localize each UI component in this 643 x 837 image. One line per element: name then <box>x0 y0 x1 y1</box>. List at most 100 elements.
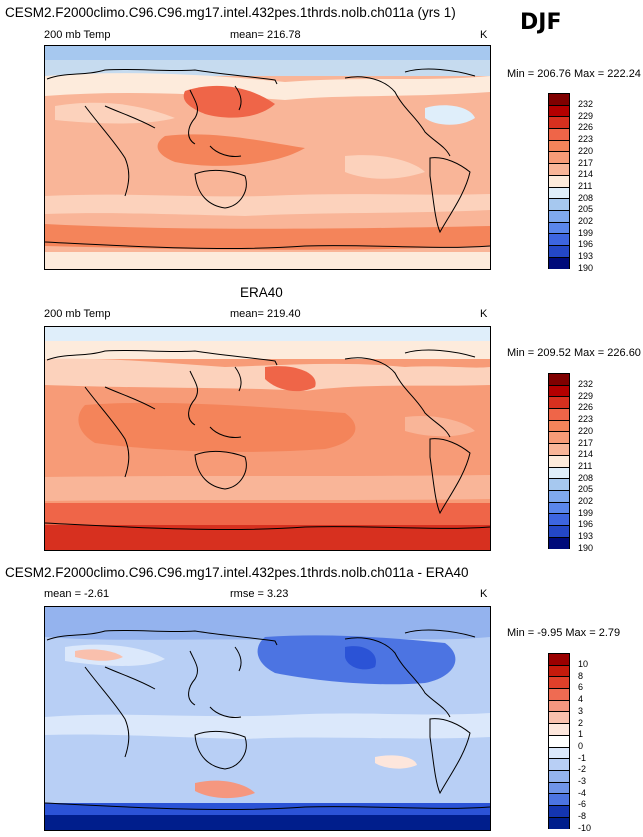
panel3-colorbar-box <box>549 805 569 818</box>
panel3-tick: -4 <box>578 787 587 798</box>
panel2-colorbar-box <box>549 502 569 515</box>
panel3-colorbar-box <box>549 654 569 666</box>
panel2-tick: 220 <box>578 425 594 436</box>
panel1-colorbar <box>548 93 570 270</box>
panel1-tick: 232 <box>578 99 594 109</box>
panel3-colorbar-box <box>549 817 569 830</box>
panel3-colorbar-box <box>549 747 569 760</box>
panel2-colorbar-box <box>549 525 569 538</box>
panel1-tick: 205 <box>578 204 594 215</box>
panel3-mean-label: mean = -2.61 <box>44 588 110 600</box>
panel1-title: CESM2.F2000climo.C96.C96.mg17.intel.432p… <box>5 5 456 20</box>
panel2-colorbar-box <box>549 385 569 398</box>
panel1-tick: 202 <box>578 216 594 226</box>
panel1-colorbar-box <box>549 105 569 118</box>
panel2-map <box>44 326 491 551</box>
panel1-minmax-label: Min = 206.76 Max = 222.24 <box>507 68 641 80</box>
panel2-colorbar-box <box>549 444 569 456</box>
panel3-tick: 10 <box>578 659 589 669</box>
panel2-title: ERA40 <box>240 285 283 300</box>
panel3-title: CESM2.F2000climo.C96.C96.mg17.intel.432p… <box>5 565 469 580</box>
panel1-colorbar-box <box>549 210 569 223</box>
panel1-colorbar-box <box>549 257 569 270</box>
panel1-tick: 220 <box>578 145 594 156</box>
panel2-colorbar-box <box>549 537 569 550</box>
panel1-colorbar-box <box>549 140 569 153</box>
panel3-colorbar-box <box>549 759 569 771</box>
panel3-field <box>45 607 490 830</box>
panel3-tick: -3 <box>578 776 587 786</box>
panel3-colorbar-box <box>549 724 569 736</box>
panel1-variable-label: 200 mb Temp <box>44 29 111 41</box>
panel3-tick: -8 <box>578 811 587 822</box>
panel3-tick: -2 <box>578 764 587 775</box>
panel2-tick: 232 <box>578 379 594 389</box>
panel3-colorbar-box <box>549 794 569 806</box>
panel2-colorbar-box <box>549 479 569 491</box>
panel3-colorbar-box <box>549 782 569 795</box>
panel2-colorbar-box <box>549 514 569 526</box>
panel1-colorbar-box <box>549 199 569 211</box>
panel3-colorbar-box <box>549 665 569 678</box>
panel1-colorbar-box <box>549 222 569 235</box>
panel2-colorbar-box <box>549 467 569 480</box>
panel2-tick: 205 <box>578 484 594 495</box>
panel1-tick: 226 <box>578 122 594 133</box>
panel1-tick: 229 <box>578 110 594 121</box>
panel1-units-label: K <box>480 29 488 41</box>
panel3-tick: 4 <box>578 694 584 705</box>
panel2-colorbar-box <box>549 374 569 386</box>
panel3-tick: -10 <box>578 822 592 833</box>
season-label: DJF <box>520 10 562 35</box>
panel3-colorbar-box <box>549 700 569 713</box>
panel3-tick: 8 <box>578 670 584 681</box>
panel3-tick: -6 <box>578 799 587 810</box>
panel3-units-label: K <box>480 588 488 600</box>
panel3-colorbar-box <box>549 712 569 725</box>
panel1-tick: 211 <box>578 180 593 191</box>
panel1-colorbar-box <box>549 129 569 141</box>
panel1-colorbar-box <box>549 245 569 258</box>
panel2-colorbar <box>548 373 570 550</box>
panel1-tick: 190 <box>578 262 594 273</box>
panel2-tick: 217 <box>578 437 594 448</box>
panel2-tick: 196 <box>578 519 594 530</box>
panel2-tick: 223 <box>578 414 594 425</box>
panel3-colorbar-box <box>549 677 569 690</box>
panel3-minmax-label: Min = -9.95 Max = 2.79 <box>507 627 621 639</box>
panel2-colorbar-box <box>549 455 569 468</box>
panel3-tick: 3 <box>578 705 584 716</box>
panel3-rmse-label: rmse = 3.23 <box>230 588 289 600</box>
panel1-colorbar-box <box>549 175 569 188</box>
panel1-tick: 214 <box>578 169 594 180</box>
panel2-minmax-label: Min = 209.52 Max = 226.60 <box>507 347 641 359</box>
panel1-map <box>44 45 491 270</box>
panel1-colorbar-box <box>549 117 569 130</box>
panel1-colorbar-box <box>549 152 569 165</box>
panel2-colorbar-box <box>549 420 569 433</box>
panel2-variable-label: 200 mb Temp <box>44 308 111 320</box>
panel1-tick: 199 <box>578 227 594 238</box>
panel3-colorbar <box>548 653 570 830</box>
panel3-tick: 6 <box>578 682 584 693</box>
panel3-colorbar-box <box>549 770 569 783</box>
panel2-tick: 190 <box>578 542 594 553</box>
panel3-colorbar-box <box>549 735 569 748</box>
panel2-colorbar-box <box>549 490 569 503</box>
panel1-tick: 223 <box>578 134 594 145</box>
panel2-colorbar-box <box>549 409 569 421</box>
panel2-tick: 211 <box>578 460 593 471</box>
panel2-tick: 208 <box>578 472 594 483</box>
panel3-tick: 1 <box>578 729 584 740</box>
panel1-field <box>45 46 490 269</box>
panel3-tick: -1 <box>578 752 587 763</box>
panel1-colorbar-box <box>549 94 569 106</box>
panel2-units-label: K <box>480 308 488 320</box>
panel2-tick: 214 <box>578 449 594 460</box>
panel2-tick: 202 <box>578 496 594 506</box>
panel2-colorbar-box <box>549 397 569 410</box>
panel1-colorbar-box <box>549 187 569 200</box>
panel2-tick: 199 <box>578 507 594 518</box>
panel3-tick: 2 <box>578 717 584 728</box>
panel2-tick: 226 <box>578 402 594 413</box>
